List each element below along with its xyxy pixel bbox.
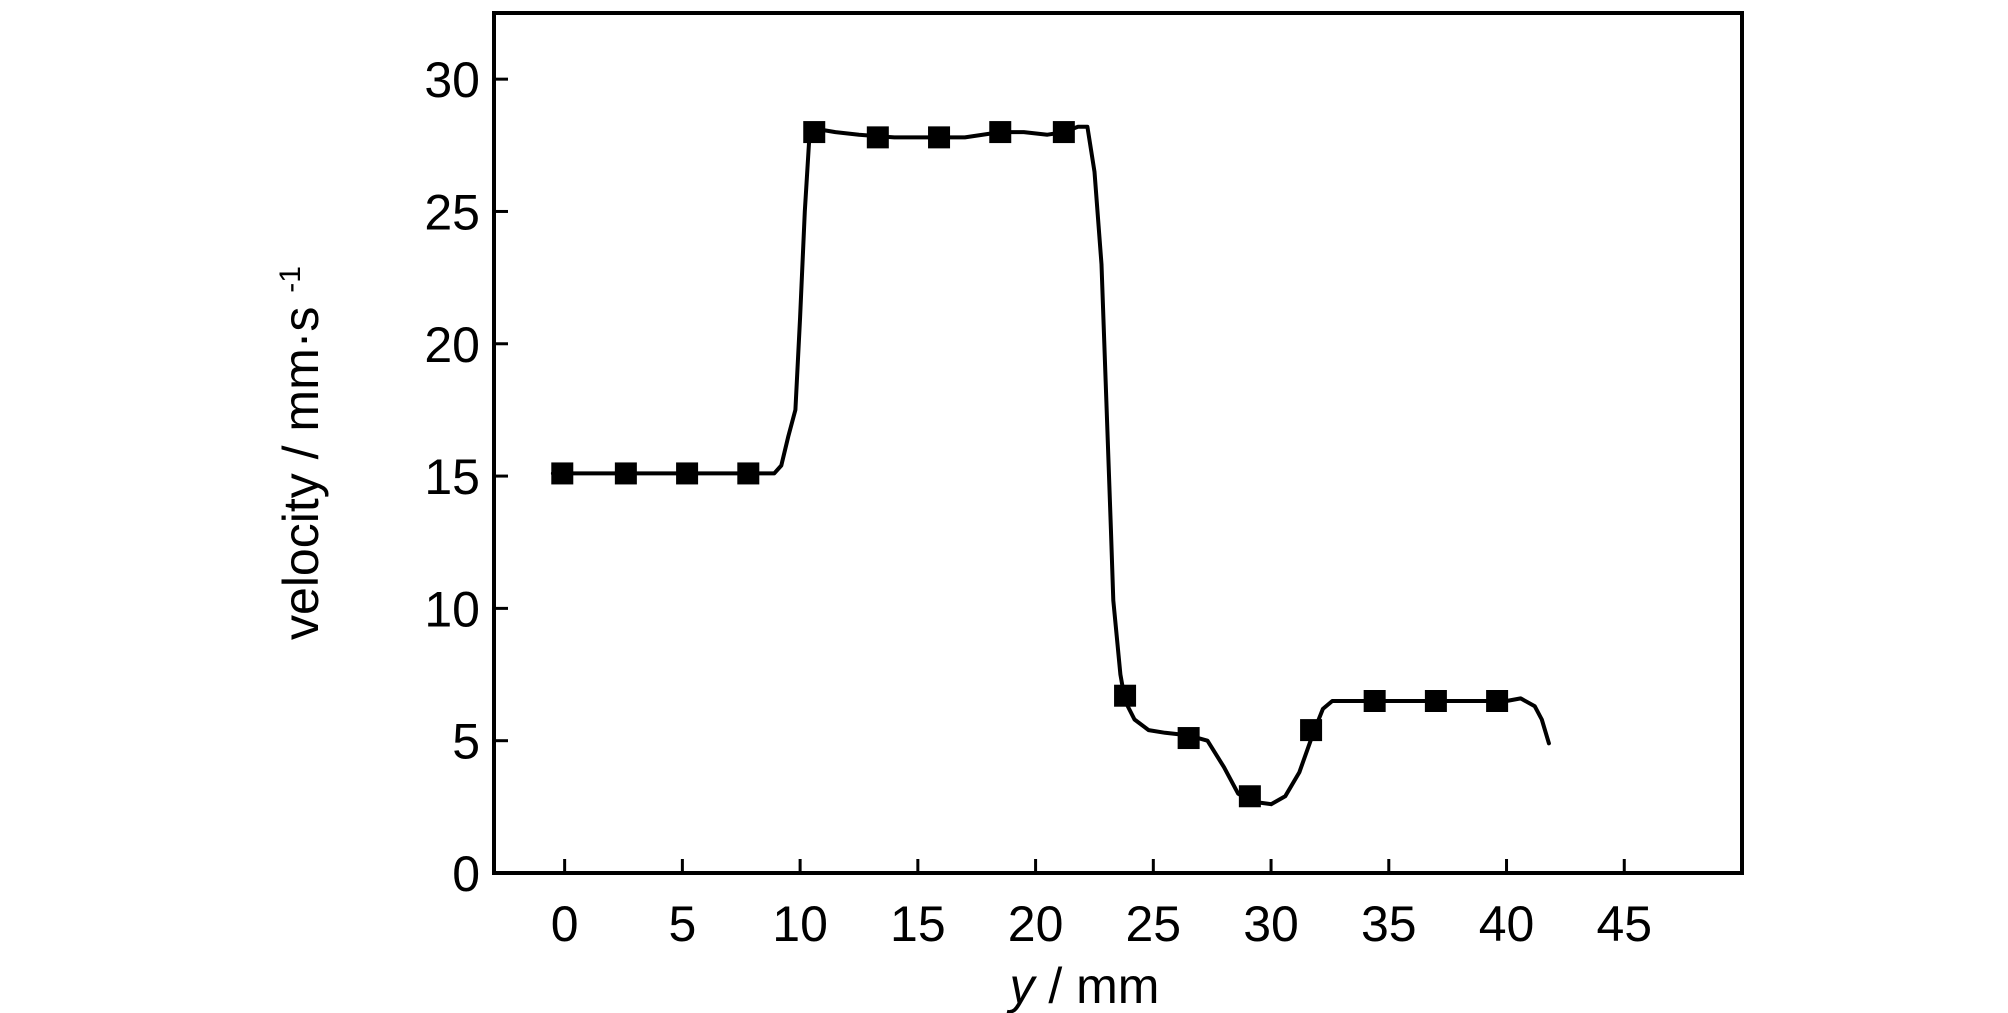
y-tick-label: 30 bbox=[424, 52, 480, 108]
data-point-marker bbox=[1114, 684, 1137, 707]
plot-frame bbox=[492, 11, 1744, 875]
data-point-marker bbox=[1177, 727, 1200, 750]
x-tick-label: 5 bbox=[668, 896, 696, 952]
y-axis-title-main: velocity / mm·s bbox=[273, 307, 329, 640]
x-tick-label: 30 bbox=[1243, 896, 1299, 952]
data-point-marker bbox=[989, 121, 1012, 144]
data-point-marker bbox=[1424, 690, 1447, 712]
x-axis-title: y / mm bbox=[1006, 958, 1159, 1013]
data-point-marker bbox=[614, 462, 637, 485]
y-tick-label: 5 bbox=[452, 714, 480, 770]
series-line bbox=[550, 124, 1551, 807]
y-tick-label: 15 bbox=[424, 449, 480, 505]
data-point-marker bbox=[928, 126, 951, 149]
x-axis-title-var: y bbox=[1006, 958, 1037, 1013]
data-point-marker bbox=[1486, 690, 1509, 712]
y-axis-title: velocity / mm·s -1 bbox=[273, 266, 329, 640]
data-point-marker bbox=[866, 126, 889, 149]
y-tick-label: 0 bbox=[452, 846, 480, 902]
x-tick-label: 45 bbox=[1596, 896, 1652, 952]
data-point-marker bbox=[737, 462, 760, 485]
x-tick-label: 40 bbox=[1479, 896, 1535, 952]
x-tick-label: 15 bbox=[890, 896, 946, 952]
data-point-marker bbox=[803, 121, 826, 144]
y-axis-title-sup: -1 bbox=[274, 266, 307, 293]
x-axis-title-unit: / mm bbox=[1048, 958, 1159, 1013]
x-tick-label: 10 bbox=[772, 896, 828, 952]
y-tick-label: 25 bbox=[424, 184, 480, 240]
data-point-marker bbox=[676, 462, 699, 485]
data-point-marker bbox=[1052, 121, 1075, 144]
y-tick-label: 20 bbox=[424, 317, 480, 373]
data-point-marker bbox=[1300, 719, 1323, 742]
data-point-marker bbox=[1238, 785, 1261, 808]
y-tick-label: 10 bbox=[424, 581, 480, 637]
x-tick-label: 35 bbox=[1361, 896, 1417, 952]
x-tick-label: 0 bbox=[551, 896, 579, 952]
x-tick-label: 25 bbox=[1126, 896, 1182, 952]
data-point-marker bbox=[551, 462, 574, 485]
x-tick-label: 20 bbox=[1008, 896, 1064, 952]
data-point-marker bbox=[1363, 690, 1386, 712]
